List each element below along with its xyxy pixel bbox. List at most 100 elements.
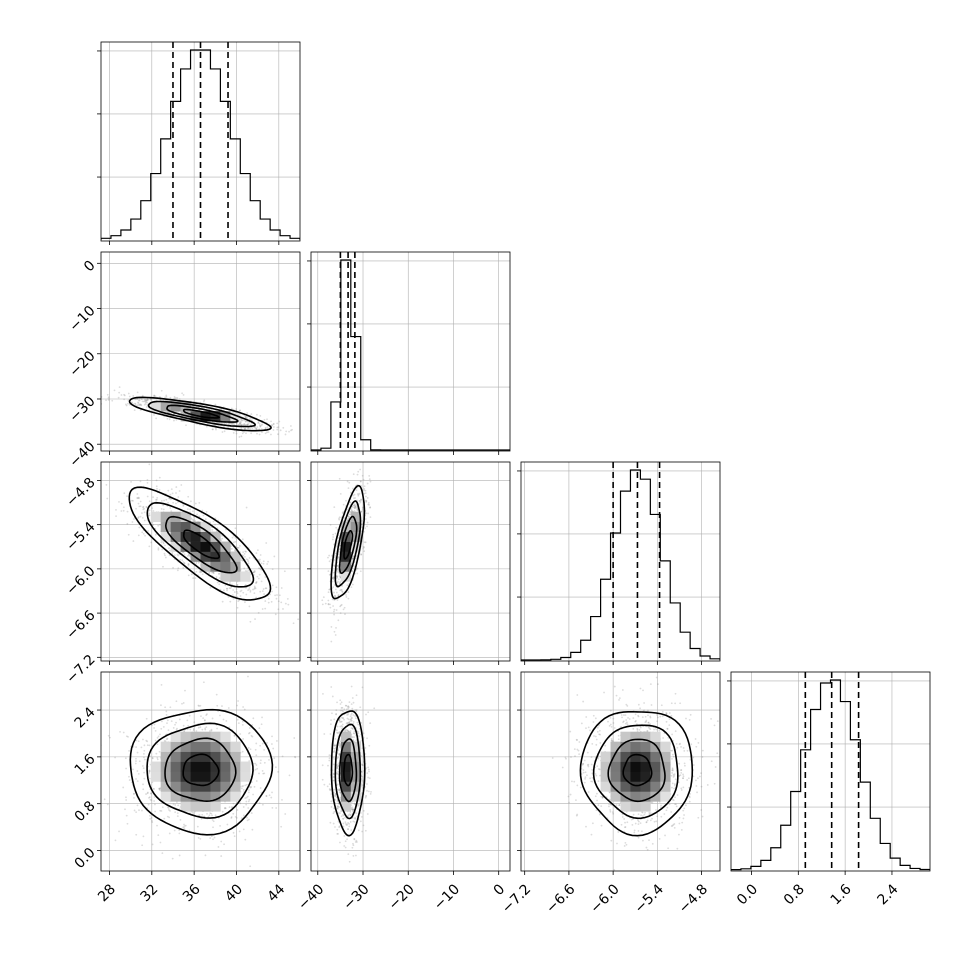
scatter-point xyxy=(127,392,130,395)
scatter-point xyxy=(241,750,244,753)
scatter-point xyxy=(208,408,210,411)
scatter-point xyxy=(222,718,225,721)
scatter-point xyxy=(268,758,270,761)
scatter-point xyxy=(319,610,321,612)
scatter-point xyxy=(133,809,136,812)
scatter-point xyxy=(255,754,258,757)
scatter-point xyxy=(240,419,243,422)
scatter-point xyxy=(143,771,145,774)
scatter-point xyxy=(330,626,333,628)
scatter-point xyxy=(332,763,335,766)
scatter-point xyxy=(198,501,201,504)
scatter-point xyxy=(359,480,362,483)
scatter-point xyxy=(357,804,360,807)
scatter-point xyxy=(144,398,147,401)
contour-level-2 xyxy=(146,501,255,588)
scatter-point xyxy=(362,547,365,550)
scatter-point xyxy=(163,499,166,502)
scatter-point xyxy=(258,560,261,563)
scatter-point xyxy=(220,855,223,857)
scatter-point xyxy=(363,485,366,488)
scatter-point xyxy=(344,613,346,616)
scatter-point xyxy=(178,854,181,857)
scatter-point xyxy=(274,613,277,616)
scatter-point xyxy=(137,401,139,404)
scatter-point xyxy=(260,580,263,583)
scatter-point xyxy=(335,545,338,548)
scatter-point xyxy=(244,555,246,558)
scatter-point xyxy=(329,523,332,526)
scatter-point xyxy=(351,557,354,560)
density-cell xyxy=(210,751,221,762)
scatter-point xyxy=(272,747,275,750)
density-cell xyxy=(220,791,231,802)
scatter-point xyxy=(143,519,146,522)
scatter-point xyxy=(331,580,334,583)
scatter-point xyxy=(201,813,204,816)
scatter-point xyxy=(140,398,143,401)
contour-level-0 xyxy=(182,529,221,560)
scatter-point xyxy=(251,427,254,430)
scatter-point xyxy=(226,823,229,826)
scatter-point xyxy=(345,594,347,596)
density-cell xyxy=(200,551,211,562)
scatter-point xyxy=(148,463,151,466)
scatter-point xyxy=(277,608,280,611)
scatter-point xyxy=(149,798,152,801)
scatter-point xyxy=(270,424,273,427)
scatter-point xyxy=(154,803,156,806)
scatter-point xyxy=(223,430,226,433)
scatter-point xyxy=(162,508,165,511)
scatter-point xyxy=(181,392,184,395)
x-tick-label: 44 xyxy=(265,881,289,905)
scatter-point xyxy=(336,577,338,579)
scatter-point xyxy=(120,394,123,396)
scatter-point xyxy=(204,727,207,730)
scatter-point xyxy=(351,556,354,559)
scatter-point xyxy=(273,555,276,558)
scatter-point xyxy=(148,770,151,773)
scatter-point xyxy=(242,706,245,708)
scatter-point xyxy=(334,634,337,636)
density-cell xyxy=(160,751,171,762)
scatter-point xyxy=(290,425,292,427)
scatter-point xyxy=(332,536,335,538)
scatter-point xyxy=(266,418,268,421)
scatter-point xyxy=(198,515,200,518)
density-cell xyxy=(190,531,201,542)
scatter-point xyxy=(137,772,140,775)
scatter-point xyxy=(172,803,175,806)
scatter-point xyxy=(157,548,160,551)
scatter-point xyxy=(272,429,275,431)
scatter-point xyxy=(135,778,137,780)
scatter-point xyxy=(139,505,142,508)
scatter-point xyxy=(236,606,239,609)
scatter-point xyxy=(274,766,277,769)
scatter-point xyxy=(351,583,354,586)
scatter-point xyxy=(247,675,249,678)
scatter-point xyxy=(220,422,222,425)
scatter-point xyxy=(292,622,295,625)
scatter-point xyxy=(261,423,264,426)
density-cell xyxy=(200,781,211,792)
scatter-point xyxy=(356,473,359,476)
scatter-point xyxy=(242,551,245,553)
scatter-point xyxy=(268,794,271,797)
scatter-point xyxy=(138,403,141,406)
scatter-point xyxy=(136,497,138,499)
scatter-point xyxy=(194,577,197,580)
scatter-point xyxy=(235,430,238,433)
scatter-point xyxy=(259,554,262,556)
scatter-point xyxy=(327,570,330,572)
contour-level-2 xyxy=(147,400,257,428)
scatter-point xyxy=(244,601,246,604)
scatter-point xyxy=(353,504,355,507)
scatter-point xyxy=(321,603,324,606)
scatter-point xyxy=(167,411,170,414)
scatter-point xyxy=(236,546,239,549)
scatter-point xyxy=(338,826,341,829)
scatter-point xyxy=(162,726,165,728)
scatter-point xyxy=(178,832,181,835)
y-tick-label: 0.0 xyxy=(72,845,99,872)
scatter-point xyxy=(254,768,257,771)
